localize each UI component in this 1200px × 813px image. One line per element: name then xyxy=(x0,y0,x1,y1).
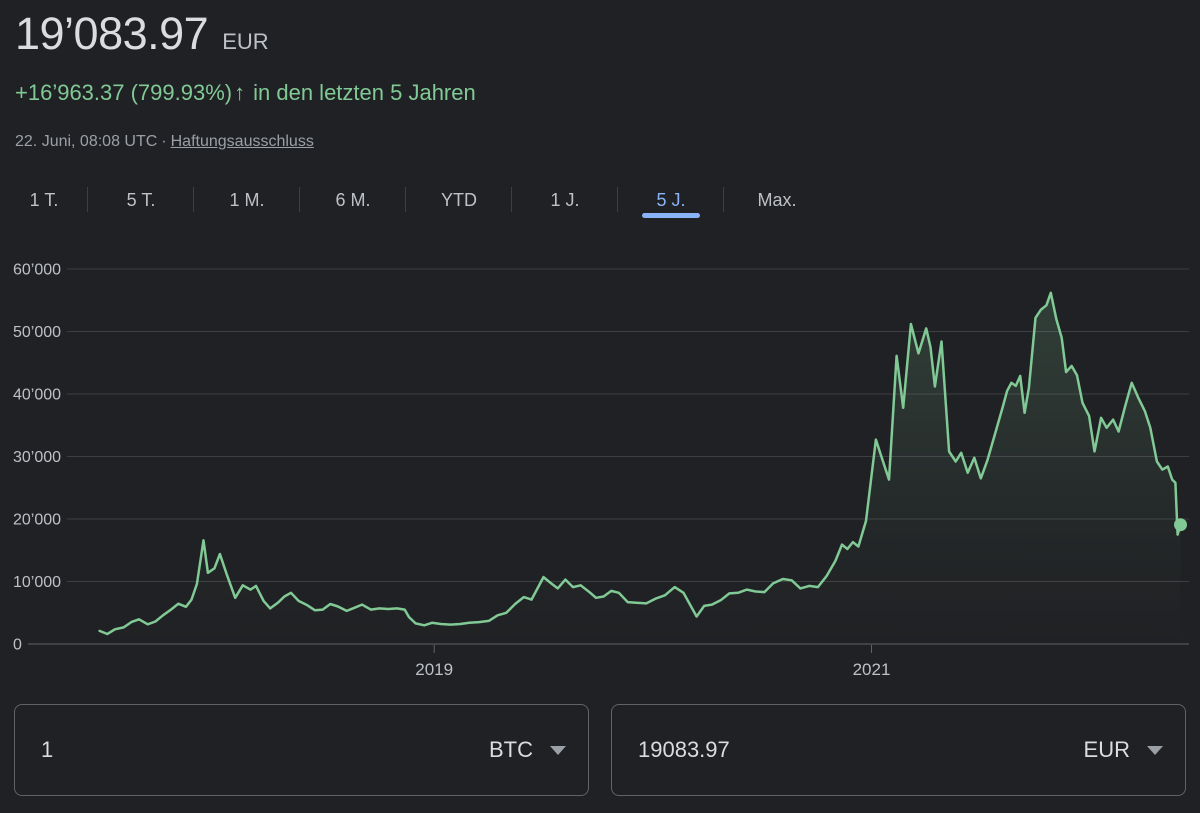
quote-header: 19’083.97 EUR +16’963.37 (799.93%)↑ in de… xyxy=(0,0,1200,152)
tab-1y[interactable]: 1 J. xyxy=(512,181,618,220)
tab-6m[interactable]: 6 M. xyxy=(300,181,406,220)
price-chart[interactable]: 0 10’000 20’000 30’000 40’000 50’000 60’000 201… xyxy=(0,244,1200,690)
tab-5d[interactable]: 5 T. xyxy=(88,181,194,220)
tab-1m[interactable]: 1 M. xyxy=(194,181,300,220)
tab-label: 5 T. xyxy=(126,190,156,210)
tab-5y[interactable]: 5 J. xyxy=(618,181,724,220)
to-currency-select[interactable]: EUR xyxy=(1084,737,1163,763)
meta-separator: · xyxy=(161,133,167,150)
converter-from-box: BTC xyxy=(14,704,589,796)
up-arrow-icon: ↑ xyxy=(234,80,246,105)
price-line-path xyxy=(98,291,1182,636)
from-amount-input[interactable] xyxy=(41,737,341,763)
from-currency-select[interactable]: BTC xyxy=(489,737,566,763)
y-axis-label: 30’000 xyxy=(13,449,61,466)
currency-converter: BTC EUR xyxy=(14,704,1186,796)
tab-label: 1 M. xyxy=(229,190,265,210)
time-range-tabs: 1 T. 5 T. 1 M. 6 M. YTD 1 J. 5 J. Max. xyxy=(0,181,1200,220)
to-currency-label: EUR xyxy=(1083,737,1130,762)
price-chart-canvas[interactable]: 0 10’000 20’000 30’000 40’000 50’000 60’000 201… xyxy=(0,244,1200,690)
tab-label: 1 T. xyxy=(29,190,59,210)
quote-meta: 22. Juni, 08:08 UTC · Haftungsausschluss xyxy=(15,132,1200,152)
dropdown-caret-icon xyxy=(550,745,566,755)
y-axis-label: 60’000 xyxy=(13,262,61,279)
tab-label: YTD xyxy=(441,190,477,210)
y-axis-label: 50’000 xyxy=(13,324,61,341)
y-axis-label: 40’000 xyxy=(13,387,61,404)
price-line: 19’083.97 EUR xyxy=(15,10,1200,58)
price-area-fill xyxy=(99,292,1181,644)
converter-to-box: EUR xyxy=(611,704,1186,796)
dropdown-caret-icon xyxy=(1147,745,1163,755)
selected-tab-underline xyxy=(642,213,700,218)
tab-max[interactable]: Max. xyxy=(724,181,830,220)
x-axis-label: 2021 xyxy=(853,660,891,679)
tab-ytd[interactable]: YTD xyxy=(406,181,512,220)
current-price: 19’083.97 xyxy=(15,8,209,59)
tab-label: Max. xyxy=(757,190,797,210)
disclaimer-link[interactable]: Haftungsausschluss xyxy=(170,133,314,150)
price-change: +16’963.37 (799.93%)↑ in den letzten 5 Ja… xyxy=(15,80,1200,106)
change-amount-percent: +16’963.37 (799.93%) xyxy=(15,80,233,105)
tab-1d[interactable]: 1 T. xyxy=(0,181,88,220)
tab-label: 5 J. xyxy=(656,190,686,210)
timestamp: 22. Juni, 08:08 UTC xyxy=(15,133,158,150)
change-period: in den letzten 5 Jahren xyxy=(253,80,476,105)
tab-label: 1 J. xyxy=(550,190,580,210)
y-axis-label: 0 xyxy=(13,637,22,654)
y-axis-label: 20’000 xyxy=(13,512,61,529)
y-axis-label: 10’000 xyxy=(13,574,61,591)
to-amount-input[interactable] xyxy=(638,737,938,763)
x-axis-label: 2019 xyxy=(415,660,453,679)
tab-label: 6 M. xyxy=(335,190,371,210)
price-currency: EUR xyxy=(222,29,269,54)
current-point-dot xyxy=(1174,518,1187,532)
from-currency-label: BTC xyxy=(489,737,533,762)
